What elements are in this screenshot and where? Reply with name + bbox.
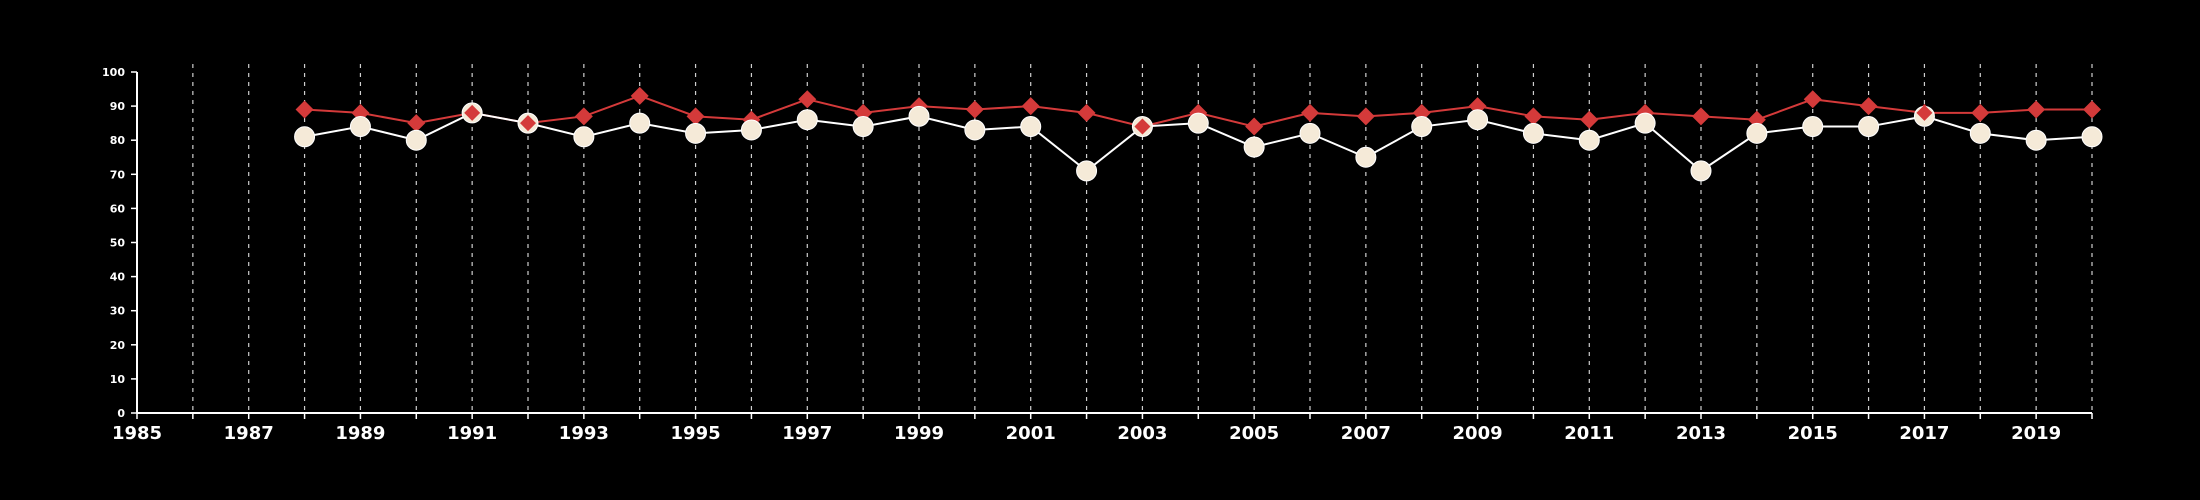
circle-point	[1187, 112, 1209, 134]
diamond-point-overlay	[520, 115, 536, 132]
diamond-point	[1301, 103, 1319, 122]
diamond-point-overlay	[464, 104, 481, 121]
circle-point	[2081, 126, 2103, 148]
circle-point	[1969, 122, 1991, 144]
diamond-point	[1971, 103, 1990, 122]
circle-point	[1076, 160, 1098, 182]
y-tick-label: 30	[110, 305, 126, 318]
diamond-point-overlay	[1916, 104, 1933, 121]
diamond-point	[686, 107, 705, 126]
diamond-point	[630, 86, 649, 105]
circle-point	[573, 126, 595, 148]
y-tick-label: 0	[117, 407, 125, 420]
y-tick-label: 80	[110, 134, 126, 147]
y-tick-label: 100	[102, 66, 125, 79]
circle-point	[908, 105, 930, 127]
diamond-point	[798, 90, 817, 109]
x-tick-label: 1985	[112, 423, 162, 444]
x-tick-label: 2017	[1899, 423, 1949, 444]
circle-point	[1522, 122, 1544, 144]
circle-point	[685, 122, 707, 144]
circle-point	[1020, 116, 1042, 138]
y-tick-label: 50	[110, 237, 126, 250]
circle-point	[1578, 129, 1600, 151]
diamond-point	[1524, 107, 1543, 126]
y-tick-label: 40	[110, 271, 126, 284]
diamond-point	[1692, 107, 1710, 126]
diamond-point	[2083, 100, 2101, 119]
diamond-point	[1747, 110, 1766, 129]
circle-point	[1746, 122, 1768, 144]
x-tick-label: 2019	[2011, 423, 2061, 444]
circle-point	[740, 119, 762, 141]
y-tick-label: 20	[110, 339, 126, 352]
x-tick-label: 1993	[559, 423, 609, 444]
x-tick-label: 1997	[782, 423, 832, 444]
x-tick-label: 2009	[1453, 423, 1503, 444]
diamond-point-overlay	[1134, 118, 1151, 135]
circle-point	[294, 126, 316, 148]
circle-point	[349, 116, 371, 138]
circle-point	[1299, 122, 1321, 144]
x-tick-label: 2013	[1676, 423, 1726, 444]
circle-point	[1467, 109, 1489, 131]
circle-point	[796, 109, 818, 131]
x-tick-label: 1987	[224, 423, 274, 444]
circle-point	[1634, 112, 1656, 134]
circle-point	[405, 129, 427, 151]
x-tick-label: 1989	[335, 423, 385, 444]
diamond-point	[1859, 97, 1878, 116]
diamond-point	[1245, 117, 1264, 136]
diamond-point	[965, 100, 984, 119]
x-tick-label: 1991	[447, 423, 497, 444]
diamond-point	[2027, 100, 2046, 119]
y-tick-label: 90	[110, 100, 126, 113]
x-tick-label: 1995	[671, 423, 721, 444]
series-layer	[294, 86, 2103, 182]
diamond-point	[1077, 103, 1096, 122]
circle-point	[1355, 146, 1377, 168]
y-tick-label: 10	[110, 373, 126, 386]
circle-point	[1411, 116, 1433, 138]
circle-point	[1243, 136, 1265, 158]
x-tick-label: 2005	[1229, 423, 1279, 444]
y-tick-label: 60	[110, 202, 126, 215]
diamond-point	[1580, 110, 1599, 129]
x-tick-label: 2011	[1564, 423, 1614, 444]
diamond-point	[295, 100, 314, 119]
circle-point	[852, 116, 874, 138]
x-tick-label: 2001	[1006, 423, 1056, 444]
x-tick-label: 1999	[894, 423, 944, 444]
y-tick-label: 70	[110, 168, 126, 181]
x-tick-label: 2003	[1117, 423, 1167, 444]
axes	[136, 72, 2092, 414]
x-tick-label: 2007	[1341, 423, 1391, 444]
circle-point	[2025, 129, 2047, 151]
diamond-point	[1021, 97, 1040, 116]
circle-point	[1858, 116, 1880, 138]
diamond-point	[407, 114, 426, 133]
grid-lines	[192, 64, 2093, 413]
x-axis-ticks: 1985 1987 1989 1991 1993 1995 1997 1999 2001 2003…	[112, 413, 2093, 444]
diamond-point	[1803, 90, 1822, 109]
circle-point	[964, 119, 986, 141]
diamond-point	[574, 107, 593, 126]
x-tick-label: 2015	[1788, 423, 1838, 444]
y-axis-ticks: 0 10 20 30 40 50 60 70 80 90 100	[102, 66, 137, 420]
circle-point	[1690, 160, 1712, 182]
circle-point	[1802, 116, 1824, 138]
circle-point	[629, 112, 651, 134]
diamond-point	[1356, 107, 1375, 126]
